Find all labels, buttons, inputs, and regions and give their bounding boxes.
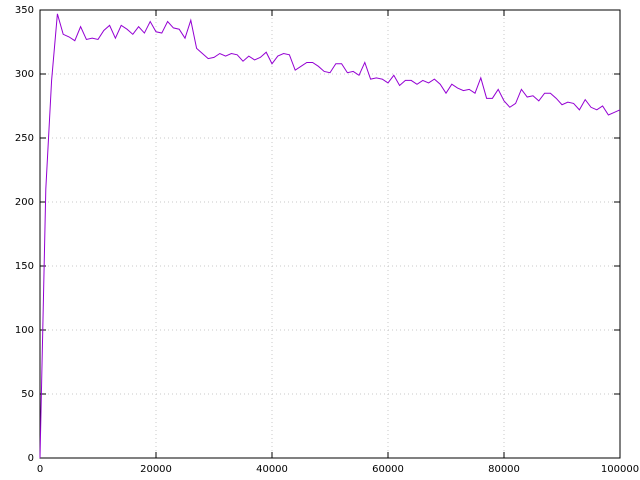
y-tick-label: 0 bbox=[28, 453, 34, 464]
y-tick-label: 50 bbox=[21, 389, 34, 400]
x-tick-label: 60000 bbox=[372, 464, 404, 475]
y-tick-label: 350 bbox=[15, 5, 34, 16]
x-tick-label: 80000 bbox=[488, 464, 520, 475]
plot-border bbox=[39, 9, 621, 459]
data-line bbox=[39, 13, 621, 459]
x-tick-label: 20000 bbox=[140, 464, 172, 475]
x-tick-label: 100000 bbox=[601, 464, 639, 475]
x-tick-label: 40000 bbox=[256, 464, 288, 475]
y-tick-label: 100 bbox=[15, 325, 34, 336]
y-tick-label: 300 bbox=[15, 69, 34, 80]
y-tick-label: 150 bbox=[15, 261, 34, 272]
y-tick-label: 200 bbox=[15, 197, 34, 208]
y-tick-label: 250 bbox=[15, 133, 34, 144]
x-tick-label: 0 bbox=[37, 464, 43, 475]
